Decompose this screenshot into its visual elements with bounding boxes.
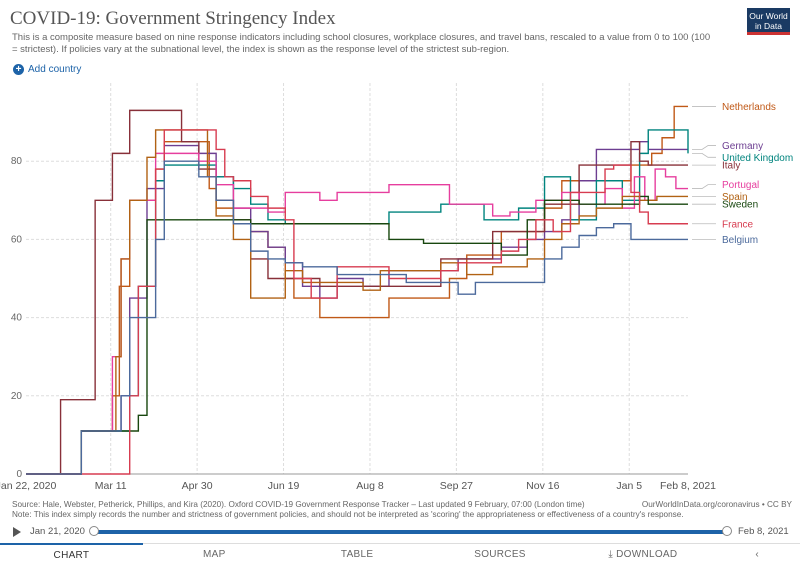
add-country-label: Add country [28, 64, 82, 75]
legend-label: Germany [722, 141, 763, 152]
legend-label: Portugal [722, 180, 759, 191]
series-line [26, 160, 688, 475]
timeline-end-handle[interactable] [722, 526, 732, 536]
y-tick-label: 20 [11, 391, 23, 402]
page-title: COVID-19: Government Stringency Index [10, 8, 336, 29]
tab-map[interactable]: MAP [203, 549, 226, 560]
x-tick-label: Aug 8 [356, 480, 384, 492]
download-label: DOWNLOAD [616, 549, 678, 560]
x-tick-label: Feb 8, 2021 [660, 480, 716, 492]
y-tick-label: 0 [16, 469, 22, 480]
x-tick-label: Jan 5 [616, 480, 642, 492]
tab-chart[interactable]: CHART [0, 543, 143, 567]
logo-line-1: Our World [749, 11, 788, 21]
legend-connector [692, 184, 716, 189]
note-text: Note: This index simply records the numb… [12, 509, 684, 519]
chart-grid [26, 83, 688, 475]
legend-label: United Kingdom [722, 153, 793, 164]
x-axis-labels: Jan 22, 2020 Mar 11 Apr 30 Jun 19 Aug 8 Sep 2… [0, 480, 716, 492]
source-text: Source: Hale, Webster, Petherick, Philli… [12, 500, 585, 509]
timeline-end-label: Feb 8, 2021 [738, 526, 789, 537]
y-tick-label: 60 [11, 234, 23, 245]
timeline-start-label: Jan 21, 2020 [30, 526, 85, 537]
legend-connector [692, 152, 716, 158]
tab-bar: CHART MAP TABLE SOURCES ⤓ DOWNLOAD ‹ [0, 543, 800, 567]
source-link[interactable]: OurWorldInData.org/coronavirus • CC BY [641, 500, 792, 509]
series-line [26, 195, 688, 475]
x-tick-label: Apr 30 [182, 480, 213, 492]
tab-sources[interactable]: SOURCES [474, 549, 526, 560]
chart-lines [26, 105, 689, 475]
plus-icon: + [13, 64, 24, 75]
legend-label: Belgium [722, 235, 758, 246]
series-line [26, 129, 688, 475]
stringency-chart: 0 20 40 60 80 Jan 22, 2020 Mar 11 Apr 30 Jun 19… [0, 83, 793, 492]
legend-label: Netherlands [722, 102, 776, 113]
add-country-button[interactable]: + Add country [13, 64, 81, 75]
tab-download[interactable]: ⤓ DOWNLOAD [571, 544, 714, 567]
y-tick-label: 40 [11, 313, 23, 324]
download-icon: ⤓ [608, 549, 617, 560]
share-icon[interactable]: ‹ [755, 549, 759, 560]
legend-label: France [722, 219, 754, 230]
timeline-track[interactable] [93, 530, 727, 534]
owid-logo[interactable]: Our World in Data [747, 8, 790, 35]
x-tick-label: Sep 27 [440, 480, 473, 492]
legend-label: Sweden [722, 200, 758, 211]
chart-subtitle: This is a composite measure based on nin… [12, 32, 711, 55]
series-line [26, 109, 688, 475]
series-line [26, 152, 688, 475]
logo-line-2: in Data [755, 21, 782, 31]
x-tick-label: Nov 16 [526, 480, 559, 492]
series-line [26, 129, 689, 475]
play-icon[interactable] [13, 527, 21, 537]
legend-connector [692, 145, 716, 150]
footer: Source: Hale, Webster, Petherick, Philli… [12, 500, 792, 519]
y-tick-label: 80 [11, 156, 23, 167]
y-axis-labels: 0 20 40 60 80 [11, 156, 23, 480]
x-tick-label: Mar 11 [95, 480, 127, 492]
series-line [26, 140, 688, 475]
x-tick-label: Jun 19 [268, 480, 300, 492]
legend-label: Italy [722, 161, 740, 172]
tab-table[interactable]: TABLE [340, 549, 374, 560]
legend-label: Spain [722, 192, 748, 203]
x-tick-label: Jan 22, 2020 [0, 480, 57, 492]
series-line [26, 129, 688, 475]
timeline-start-handle[interactable] [89, 526, 99, 536]
